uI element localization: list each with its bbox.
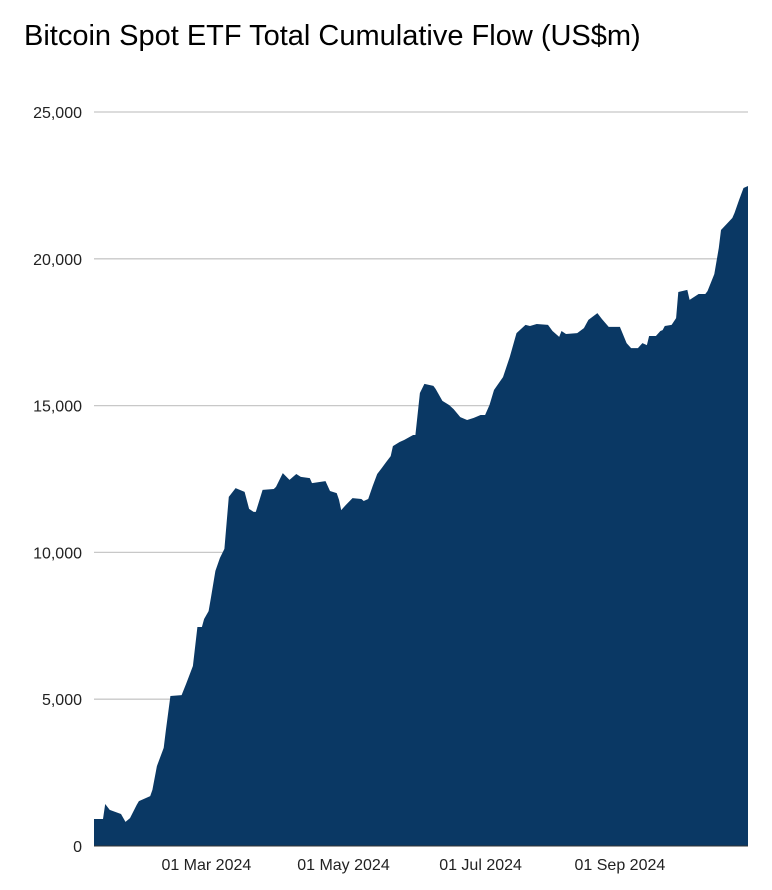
x-tick-label: 01 Sep 2024 [575, 857, 666, 874]
chart-title: Bitcoin Spot ETF Total Cumulative Flow (… [24, 20, 641, 52]
y-tick-label: 0 [73, 839, 82, 856]
x-tick-label: 01 Mar 2024 [161, 857, 251, 874]
x-axis-ticks: 01 Mar 2024 01 May 2024 01 Jul 2024 01 Sep … [94, 845, 748, 874]
x-tick-label: 01 Jul 2024 [439, 857, 522, 874]
y-tick-label: 10,000 [33, 545, 82, 562]
y-tick-label: 15,000 [33, 399, 82, 416]
y-axis-ticks: 0 5,000 10,000 15,000 20,000 25,000 [33, 105, 82, 856]
cumulative-flow-area [94, 186, 748, 846]
y-tick-label: 5,000 [42, 692, 82, 709]
y-tick-label: 25,000 [33, 105, 82, 122]
y-tick-label: 20,000 [33, 252, 82, 269]
x-tick-label: 01 May 2024 [297, 857, 390, 874]
